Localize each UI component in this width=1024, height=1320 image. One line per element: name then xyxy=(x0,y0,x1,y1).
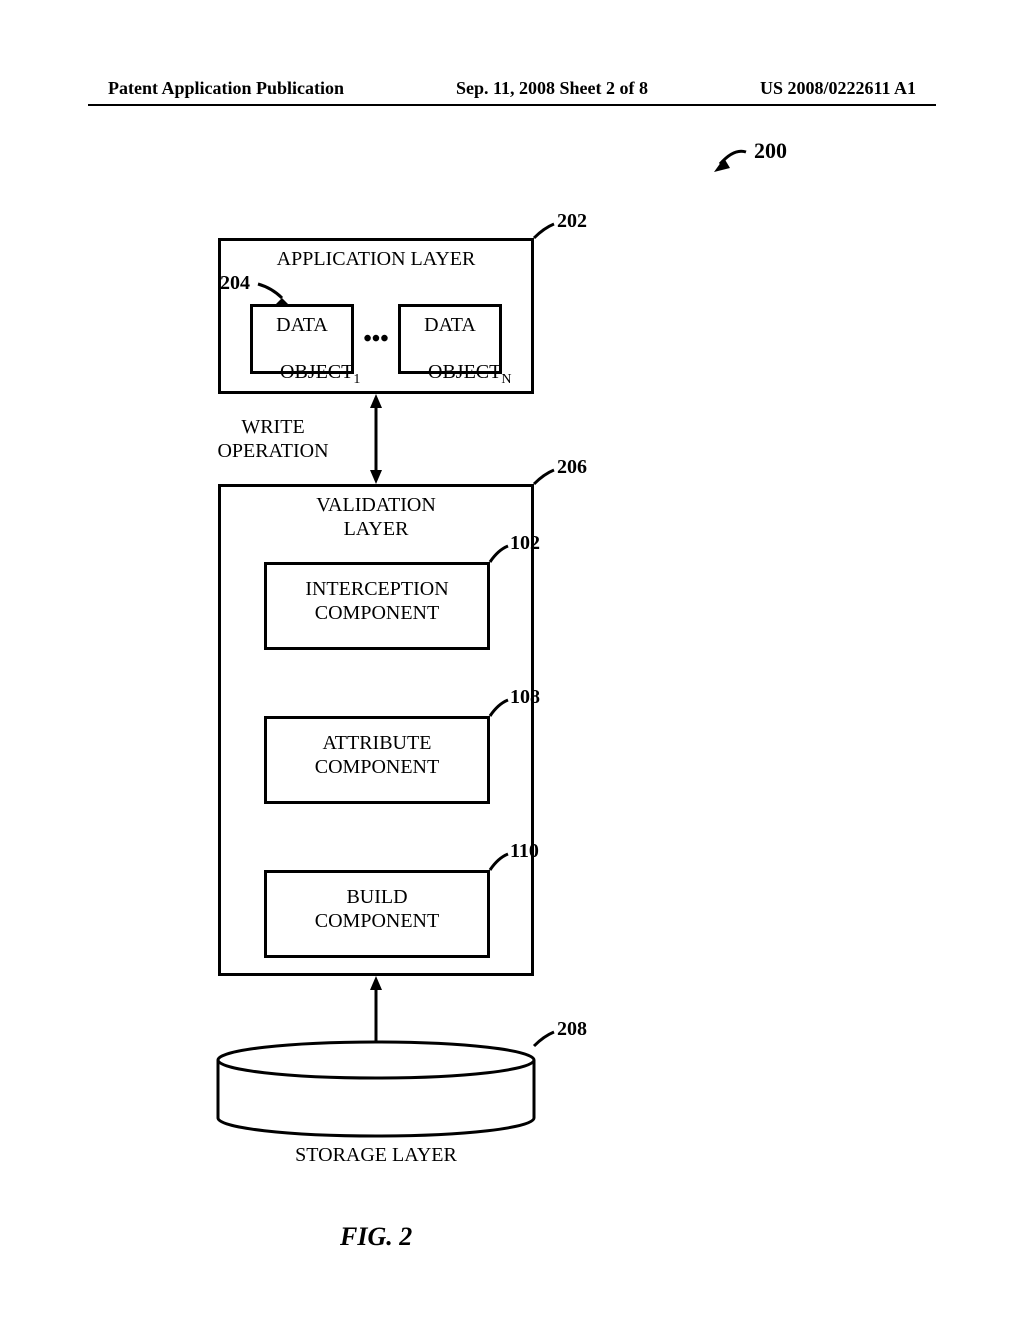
write-op-line2: OPERATION xyxy=(198,440,348,463)
ref-204: 204 xyxy=(220,272,250,295)
build-line2: COMPONENT xyxy=(264,910,490,933)
interception-line1: INTERCEPTION xyxy=(264,578,490,601)
ref-208: 208 xyxy=(557,1018,587,1041)
ref-108: 108 xyxy=(510,686,540,709)
attribute-line1: ATTRIBUTE xyxy=(264,732,490,755)
application-layer-title: APPLICATION LAYER xyxy=(218,248,534,271)
ref-110: 110 xyxy=(510,840,539,863)
attribute-line2: COMPONENT xyxy=(264,756,490,779)
ref-206: 206 xyxy=(557,456,587,479)
data-object-1-line1: DATA xyxy=(250,314,354,337)
data-object-1-word: OBJECT xyxy=(280,361,353,383)
diagram-container: APPLICATION LAYER 202 204 DATA OBJECT1 •… xyxy=(0,0,1024,1320)
data-object-1-sub: 1 xyxy=(353,372,360,387)
data-object-n-word: OBJECT xyxy=(428,361,501,383)
data-object-n-line2: OBJECTN xyxy=(398,338,502,411)
validation-layer-title2: LAYER xyxy=(218,518,534,541)
interception-line2: COMPONENT xyxy=(264,602,490,625)
figure-caption: FIG. 2 xyxy=(340,1222,412,1252)
ellipsis-icon: ••• xyxy=(354,326,398,353)
data-object-n-sub: N xyxy=(501,372,511,387)
ref-202: 202 xyxy=(557,210,587,233)
validation-layer-title1: VALIDATION xyxy=(218,494,534,517)
data-object-1-line2: OBJECT1 xyxy=(250,338,354,411)
data-object-n-line1: DATA xyxy=(398,314,502,337)
write-op-line1: WRITE xyxy=(198,416,348,439)
storage-layer-label: STORAGE LAYER xyxy=(218,1144,534,1167)
build-line1: BUILD xyxy=(264,886,490,909)
page-root: Patent Application Publication Sep. 11, … xyxy=(0,0,1024,1320)
ref-102: 102 xyxy=(510,532,540,555)
